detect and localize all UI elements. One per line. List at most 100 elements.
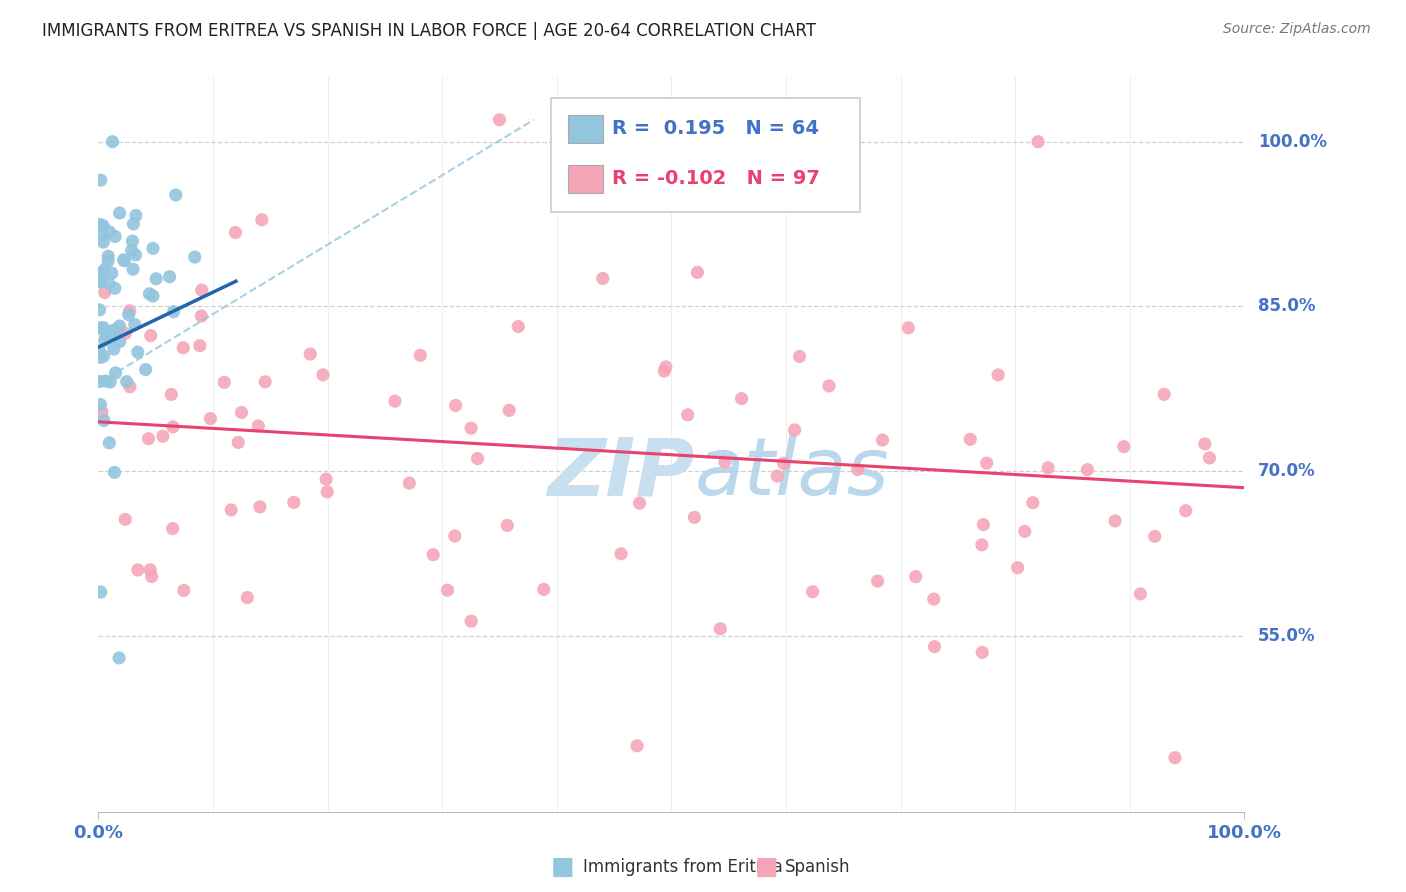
Point xyxy=(89,275,111,289)
Point xyxy=(138,432,160,446)
Point xyxy=(496,518,519,533)
Point xyxy=(212,376,235,390)
Point xyxy=(104,324,127,338)
Point xyxy=(94,374,117,388)
Point xyxy=(93,413,115,427)
Point xyxy=(160,387,183,401)
Point xyxy=(316,484,339,499)
Point xyxy=(1104,514,1126,528)
Text: 55.0%: 55.0% xyxy=(1258,627,1316,645)
Text: atlas: atlas xyxy=(695,434,889,512)
Point xyxy=(224,226,246,240)
Point xyxy=(139,328,162,343)
Point xyxy=(90,173,112,187)
Point xyxy=(236,591,259,605)
Point xyxy=(467,451,489,466)
Point xyxy=(922,592,945,607)
Point xyxy=(897,321,920,335)
Point xyxy=(112,252,135,267)
Point xyxy=(1198,450,1220,465)
Point xyxy=(142,241,165,255)
Point xyxy=(127,563,149,577)
Point xyxy=(101,135,124,149)
Point xyxy=(1014,524,1036,539)
Point xyxy=(247,418,270,433)
Point xyxy=(231,405,253,419)
Point xyxy=(1164,750,1187,764)
Point xyxy=(89,218,111,232)
Point xyxy=(190,283,212,297)
Point xyxy=(789,350,811,364)
Point xyxy=(783,423,806,437)
Text: ■: ■ xyxy=(551,855,574,879)
Point xyxy=(162,420,184,434)
Point xyxy=(89,351,111,365)
Point xyxy=(124,248,146,262)
Point xyxy=(970,538,993,552)
Point xyxy=(818,379,841,393)
Point xyxy=(97,276,120,290)
Text: 100.0%: 100.0% xyxy=(1258,133,1327,151)
Point xyxy=(190,309,212,323)
Point xyxy=(686,265,709,279)
Point xyxy=(89,398,111,412)
Point xyxy=(91,320,114,334)
Point xyxy=(104,281,127,295)
Point xyxy=(103,342,125,356)
Point xyxy=(122,262,145,277)
Point xyxy=(93,334,115,348)
Point xyxy=(1129,587,1152,601)
Text: 85.0%: 85.0% xyxy=(1258,297,1316,316)
Point xyxy=(145,272,167,286)
Point xyxy=(683,510,706,524)
Point xyxy=(1174,504,1197,518)
Point xyxy=(422,548,444,562)
Point xyxy=(1007,560,1029,574)
Text: Source: ZipAtlas.com: Source: ZipAtlas.com xyxy=(1223,22,1371,37)
Point xyxy=(135,362,157,376)
Point xyxy=(488,112,510,127)
Text: ■: ■ xyxy=(755,855,778,879)
Point xyxy=(959,432,981,446)
Point xyxy=(626,739,648,753)
Point xyxy=(127,345,149,359)
Text: R = -0.102   N = 97: R = -0.102 N = 97 xyxy=(612,169,820,188)
Point xyxy=(98,436,121,450)
Point xyxy=(610,547,633,561)
Point xyxy=(398,476,420,491)
Text: Immigrants from Eritrea: Immigrants from Eritrea xyxy=(583,858,783,876)
Point xyxy=(283,495,305,509)
Text: Spanish: Spanish xyxy=(785,858,851,876)
Point xyxy=(709,622,731,636)
Point xyxy=(801,584,824,599)
Point xyxy=(772,456,794,470)
Point xyxy=(94,285,117,300)
Point xyxy=(91,219,114,233)
FancyBboxPatch shape xyxy=(568,165,603,193)
Point xyxy=(1194,437,1216,451)
Point xyxy=(972,517,994,532)
Point xyxy=(94,328,117,343)
Point xyxy=(142,289,165,303)
Point xyxy=(93,262,115,277)
Point xyxy=(730,392,752,406)
Point xyxy=(114,326,136,341)
Point xyxy=(122,217,145,231)
Point xyxy=(1026,135,1049,149)
Point xyxy=(163,304,186,318)
Point xyxy=(104,366,127,380)
Point xyxy=(652,364,675,378)
Point xyxy=(100,266,122,280)
Point xyxy=(315,472,337,486)
Point xyxy=(89,321,111,335)
Point xyxy=(254,375,277,389)
Point xyxy=(98,225,121,239)
Point xyxy=(162,522,184,536)
Point xyxy=(121,244,143,258)
Point xyxy=(90,266,112,280)
Point xyxy=(103,466,125,480)
Point xyxy=(91,235,114,249)
Point xyxy=(1022,496,1045,510)
Point xyxy=(1143,529,1166,543)
Point xyxy=(250,212,273,227)
